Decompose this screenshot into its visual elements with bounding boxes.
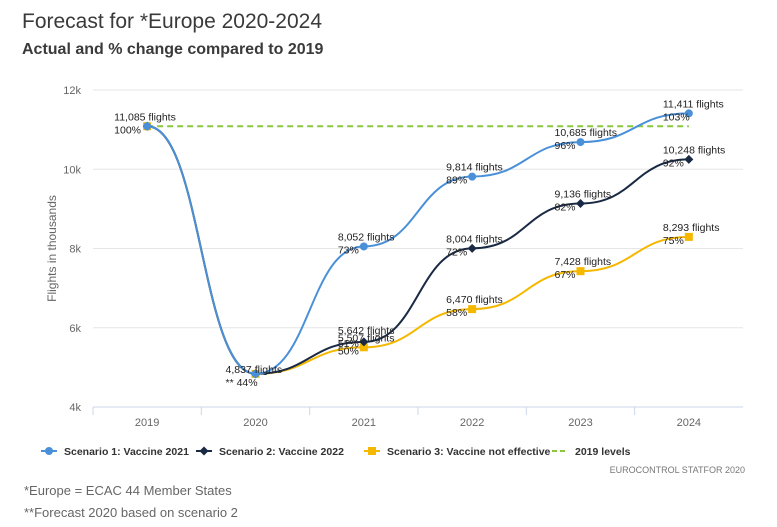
data-label-percent: 103% [663, 111, 690, 123]
data-label-percent: 89% [446, 175, 467, 187]
data-label: 8,293 flights [663, 222, 720, 234]
y-tick-label: 6k [69, 323, 81, 335]
data-label: 8,004 flights [446, 233, 503, 245]
series-line-scenario-3 [147, 125, 689, 375]
data-label: 11,411 flights [663, 98, 724, 110]
data-label: 5,642 flights [338, 325, 395, 337]
legend-label: Scenario 1: Vaccine 2021 [64, 446, 189, 458]
data-point[interactable] [359, 343, 368, 352]
data-point[interactable] [359, 337, 369, 347]
source-credit: EUROCONTROL STATFOR 2020 [609, 465, 745, 475]
data-point[interactable] [576, 138, 585, 147]
data-label: 6,470 flights [446, 294, 503, 306]
data-label-percent: 73% [338, 244, 359, 256]
x-tick-label: 2021 [352, 417, 376, 429]
data-label: 11,085 flights [114, 111, 176, 123]
y-tick-label: 10k [63, 164, 81, 176]
data-label-percent: 67% [555, 269, 576, 281]
data-label-percent: 82% [555, 201, 576, 213]
data-point[interactable] [143, 122, 152, 131]
series-line-scenario-1 [147, 112, 689, 375]
x-tick-label: 2024 [677, 417, 701, 429]
data-point[interactable] [467, 243, 477, 253]
data-label-percent: 51% [338, 338, 359, 350]
legend-label: Scenario 3: Vaccine not effective [387, 446, 551, 458]
data-label: 5,507 flights [338, 332, 395, 344]
y-tick-label: 12k [63, 85, 81, 97]
data-label-percent: 72% [446, 246, 467, 258]
data-point[interactable] [468, 305, 477, 314]
x-tick-label: 2023 [568, 417, 592, 429]
data-label-percent: 58% [446, 307, 467, 319]
data-label-percent: 96% [555, 140, 576, 152]
footnote-europe: *Europe = ECAC 44 Member States [24, 483, 232, 498]
data-point[interactable] [576, 198, 585, 208]
data-point[interactable] [359, 242, 368, 251]
data-label-percent: 100% [114, 124, 141, 136]
data-point[interactable] [576, 267, 585, 276]
data-label: 8,052 flights [338, 231, 395, 243]
data-label: 10,248 flights [663, 144, 725, 156]
data-label: 10,685 flights [555, 127, 617, 139]
legend-marker [368, 447, 376, 455]
y-tick-label: 4k [69, 402, 81, 414]
data-label-percent: 92% [663, 157, 684, 169]
data-label-percent: 75% [663, 235, 684, 247]
data-label: 7,428 flights [555, 256, 612, 268]
x-tick-label: 2019 [135, 417, 159, 429]
chart-title: Forecast for *Europe 2020-2024 [22, 10, 323, 33]
series-line-scenario-2 [147, 125, 689, 375]
legend-marker [199, 446, 209, 456]
legend-marker [45, 447, 53, 455]
x-tick-label: 2022 [460, 417, 484, 429]
y-tick-label: 8k [69, 244, 81, 256]
x-tick-label: 2020 [243, 417, 267, 429]
data-label-percent: 50% [338, 345, 359, 357]
data-point[interactable] [468, 172, 477, 181]
chart-subtitle: Actual and % change compared to 2019 [22, 41, 324, 58]
legend-label: 2019 levels [575, 446, 631, 458]
data-label: 9,136 flights [555, 188, 612, 200]
data-label: 9,814 flights [446, 162, 503, 174]
data-point[interactable] [251, 369, 260, 378]
data-label: 4,837 flights [226, 364, 283, 376]
footnote-forecast: **Forecast 2020 based on scenario 2 [24, 505, 238, 520]
legend-label: Scenario 2: Vaccine 2022 [219, 446, 344, 458]
y-axis-title: Flights in thousands [45, 195, 59, 302]
data-point[interactable] [684, 154, 694, 164]
data-label-percent: ** 44% [226, 377, 258, 389]
data-point[interactable] [684, 109, 693, 118]
data-point[interactable] [684, 232, 693, 241]
